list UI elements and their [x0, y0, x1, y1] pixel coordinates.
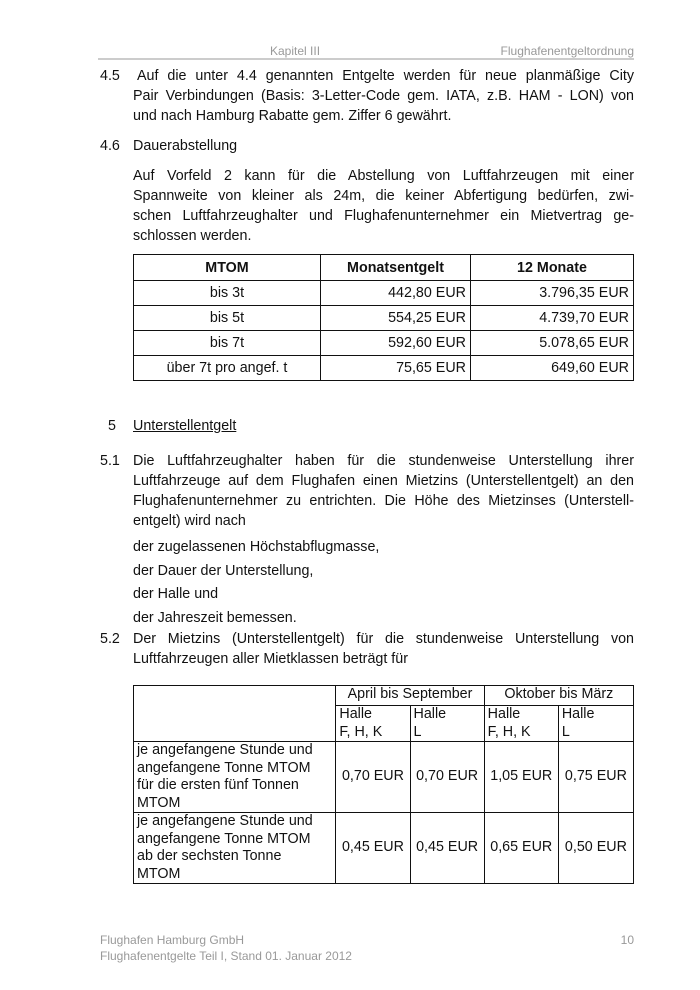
text-line: schen Luftfahrzeughalter und Flughafenun… — [133, 208, 634, 224]
list-item: der Halle und — [133, 586, 219, 602]
table-cell: 554,25 EUR — [320, 305, 471, 331]
table-row: bis 5t 554,25 EUR 4.739,70 EUR — [133, 305, 634, 331]
text-line: Pair Verbindungen (Basis: 3-Letter-Code … — [133, 88, 634, 104]
table-row: bis 3t 442,80 EUR 3.796,35 EUR — [133, 280, 634, 306]
column-header: 12 Monate — [470, 254, 634, 281]
hall-header-line: F, H, K — [487, 723, 531, 740]
fee-cell: 0,70 EUR — [335, 741, 411, 813]
text-line: entgelt) wird nach — [133, 513, 246, 529]
section-4-6-text: Auf Vorfeld 2 kann für die Abstellung vo… — [133, 166, 634, 246]
row-label: je angefangene Stunde und angefangene Ton… — [132, 741, 337, 813]
section-5-2-text: Der Mietzins (Unterstellentgelt) für die… — [133, 629, 634, 669]
row-label-line: angefangene Tonne MTOM — [137, 830, 311, 847]
section-number: 4.6 — [100, 138, 120, 154]
text-line: Flughafenunternehmer zu entrichten. Die … — [133, 493, 634, 509]
hall-header: Halle F, H, K — [483, 705, 559, 742]
row-label-line: je angefangene Stunde und — [137, 813, 313, 829]
hall-header: Halle L — [557, 705, 635, 742]
table-cell: 75,65 EUR — [320, 355, 471, 381]
storage-fee-table: MTOM Monatsentgelt 12 Monate bis 3t 442,8… — [133, 254, 634, 381]
table-cell: bis 3t — [133, 280, 321, 306]
table-row: bis 7t 592,60 EUR 5.078,65 EUR — [133, 330, 634, 356]
section-4-5-text: Auf die unter 4.4 genannten Entgelte wer… — [133, 66, 634, 126]
table-cell: bis 5t — [133, 305, 321, 331]
text-line: Spannweite von kleiner als 24m, die kein… — [133, 188, 634, 204]
text-line: Luftfahrzeugen aller Mietklassen beträgt… — [133, 651, 408, 667]
row-label-line: angefangene Tonne MTOM — [137, 759, 311, 776]
footer-document: Flughafenentgelte Teil I, Stand 01. Janu… — [100, 949, 352, 963]
table-cell: 4.739,70 EUR — [470, 305, 634, 331]
fee-cell: 0,45 EUR — [409, 812, 485, 884]
hall-header: Halle L — [409, 705, 485, 742]
hall-header-line: Halle — [339, 706, 372, 722]
hall-header-line: F, H, K — [339, 723, 383, 740]
page-number: 10 — [620, 933, 634, 947]
column-header: MTOM — [133, 254, 321, 281]
text-line: Auf die unter 4.4 genannten Entgelte wer… — [137, 68, 634, 84]
column-header: Monatsentgelt — [320, 254, 471, 281]
header-chapter: Kapitel III — [270, 44, 321, 58]
fee-cell: 0,45 EUR — [335, 812, 411, 884]
hall-header: Halle F, H, K — [335, 705, 411, 742]
table-row: je angefangene Stunde und angefangene Ton… — [132, 741, 635, 813]
row-label-line: MTOM — [137, 865, 181, 882]
fee-cell: 0,70 EUR — [409, 741, 485, 813]
section-number: 4.5 — [100, 68, 120, 84]
section-title: Unterstellentgelt — [133, 418, 237, 434]
table-cell: über 7t pro angef. t — [133, 355, 321, 381]
row-label-line: ab der sechsten Tonne — [137, 848, 282, 864]
header-title: Flughafenentgeltordnung — [500, 44, 634, 58]
table-cell: 5.078,65 EUR — [470, 330, 634, 356]
fee-cell: 0,50 EUR — [557, 812, 635, 884]
section-number: 5.1 — [100, 453, 120, 469]
season-header: Oktober bis März — [483, 685, 635, 706]
list-item: der zugelassenen Höchstabflugmasse, — [133, 539, 380, 555]
section-number: 5 — [108, 418, 116, 434]
text-line: schlossen werden. — [133, 228, 252, 244]
empty-header-cell — [132, 685, 337, 742]
hall-header-line: L — [561, 723, 570, 740]
row-label-line: MTOM — [137, 794, 181, 811]
season-header: April bis September — [335, 685, 485, 706]
text-line: Auf Vorfeld 2 kann für die Abstellung vo… — [133, 168, 634, 184]
table-cell: 442,80 EUR — [320, 280, 471, 306]
hall-header-line: Halle — [413, 706, 447, 722]
list-item: der Dauer der Unterstellung, — [133, 562, 314, 579]
table-cell: 592,60 EUR — [320, 330, 471, 356]
section-5-1-text: Die Luftfahrzeughalter haben für die stu… — [133, 451, 634, 630]
text-line: und nach Hamburg Rabatte gem. Ziffer 6 g… — [133, 108, 452, 124]
hall-header-line: Halle — [561, 706, 595, 722]
hall-header-line: L — [413, 723, 422, 740]
fee-cell: 0,75 EUR — [557, 741, 635, 813]
fee-cell: 1,05 EUR — [483, 741, 559, 813]
text-line: Luftfahrzeuge auf dem Flughafen einen Mi… — [133, 473, 634, 489]
hall-header-line: Halle — [487, 706, 521, 722]
row-label-line: für die ersten fünf Tonnen — [137, 777, 299, 793]
list-item: der Jahreszeit bemessen. — [133, 609, 297, 626]
table-header-row: MTOM Monatsentgelt 12 Monate — [133, 254, 634, 281]
hangar-fee-table: April bis September Oktober bis März Hal… — [132, 685, 635, 884]
table-cell: bis 7t — [133, 330, 321, 356]
table-row: je angefangene Stunde und angefangene Ton… — [132, 812, 635, 884]
section-number: 5.2 — [100, 631, 120, 647]
table-cell: 649,60 EUR — [470, 355, 634, 381]
text-line: Die Luftfahrzeughalter haben für die stu… — [133, 453, 634, 469]
section-title: Dauerabstellung — [133, 138, 238, 154]
row-label-line: je angefangene Stunde und — [137, 742, 313, 758]
table-row: über 7t pro angef. t 75,65 EUR 649,60 EUR — [133, 355, 634, 381]
table-cell: 3.796,35 EUR — [470, 280, 634, 306]
fee-cell: 0,65 EUR — [483, 812, 559, 884]
header-divider — [98, 58, 634, 60]
text-line: Der Mietzins (Unterstellentgelt) für die… — [133, 631, 634, 647]
row-label: je angefangene Stunde und angefangene Ton… — [132, 812, 337, 884]
footer-company: Flughafen Hamburg GmbH — [100, 933, 245, 947]
